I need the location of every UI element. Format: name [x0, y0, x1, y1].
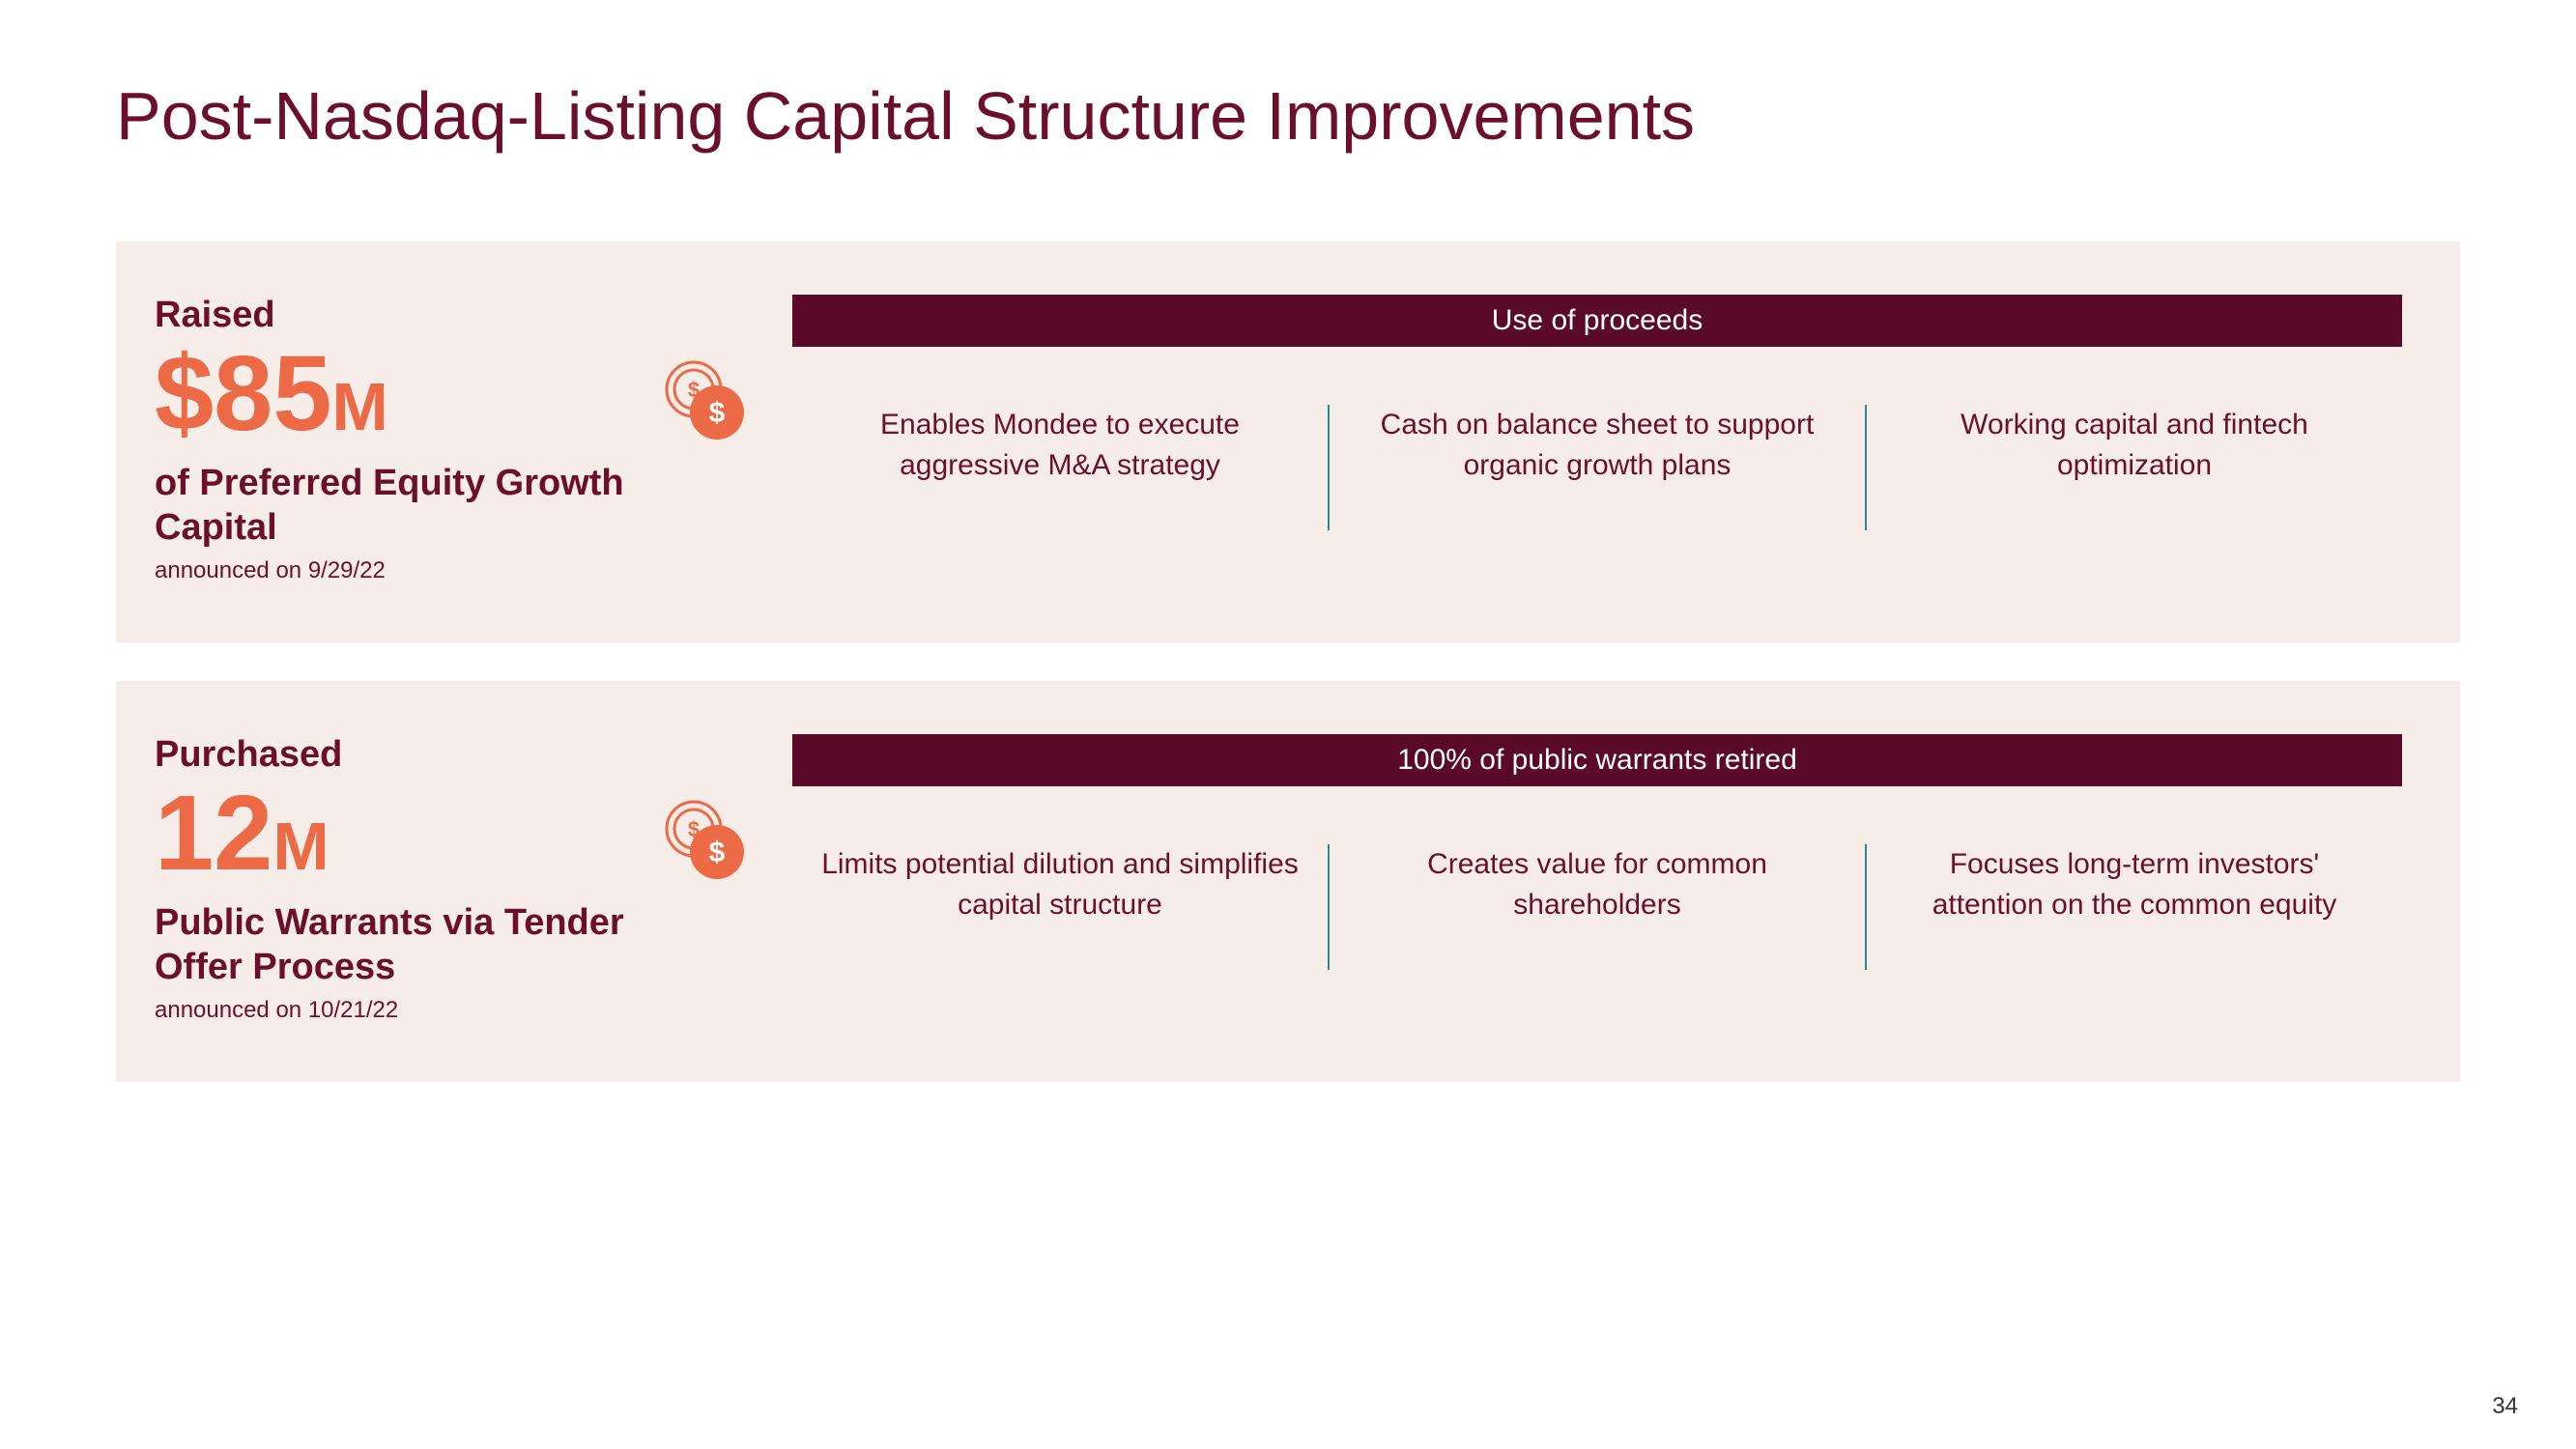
card-item: Enables Mondee to execute aggressive M&A…: [792, 405, 1328, 530]
money-coins-icon: $ $: [657, 792, 754, 894]
card-left: Raised $85M of Preferred Equity Growth C…: [155, 295, 754, 584]
card-items: Limits potential dilution and simplifies…: [792, 844, 2402, 970]
card-item: Limits potential dilution and simplifies…: [792, 844, 1328, 970]
card-raised: Raised $85M of Preferred Equity Growth C…: [116, 242, 2460, 642]
page-number: 34: [2492, 1393, 2518, 1420]
card-item: Cash on balance sheet to support organic…: [1328, 405, 1865, 530]
svg-text:$: $: [709, 397, 726, 429]
card-right: Use of proceeds Enables Mondee to execut…: [792, 295, 2402, 584]
card-header-bar: 100% of public warrants retired: [792, 734, 2402, 786]
card-items: Enables Mondee to execute aggressive M&A…: [792, 405, 2402, 530]
card-right: 100% of public warrants retired Limits p…: [792, 734, 2402, 1024]
svg-text:$: $: [709, 837, 726, 868]
card-value: $85M: [155, 341, 628, 447]
card-purchased: Purchased 12M Public Warrants via Tender…: [116, 681, 2460, 1082]
card-subtitle: of Preferred Equity Growth Capital: [155, 462, 628, 550]
card-left-text: Purchased 12M Public Warrants via Tender…: [155, 734, 628, 1024]
card-item: Creates value for common shareholders: [1328, 844, 1865, 970]
card-label: Raised: [155, 295, 628, 336]
card-header-bar: Use of proceeds: [792, 295, 2402, 347]
card-item: Focuses long-term investors' attention o…: [1865, 844, 2402, 970]
card-subtitle: Public Warrants via Tender Offer Process: [155, 901, 628, 989]
money-coins-icon: $ $: [657, 353, 754, 454]
card-date: announced on 9/29/22: [155, 557, 628, 584]
card-date: announced on 10/21/22: [155, 997, 628, 1024]
card-label: Purchased: [155, 734, 628, 776]
card-left: Purchased 12M Public Warrants via Tender…: [155, 734, 754, 1024]
card-left-text: Raised $85M of Preferred Equity Growth C…: [155, 295, 628, 584]
card-item: Working capital and fintech optimization: [1865, 405, 2402, 530]
card-value: 12M: [155, 781, 628, 887]
page-title: Post-Nasdaq-Listing Capital Structure Im…: [116, 77, 2460, 155]
